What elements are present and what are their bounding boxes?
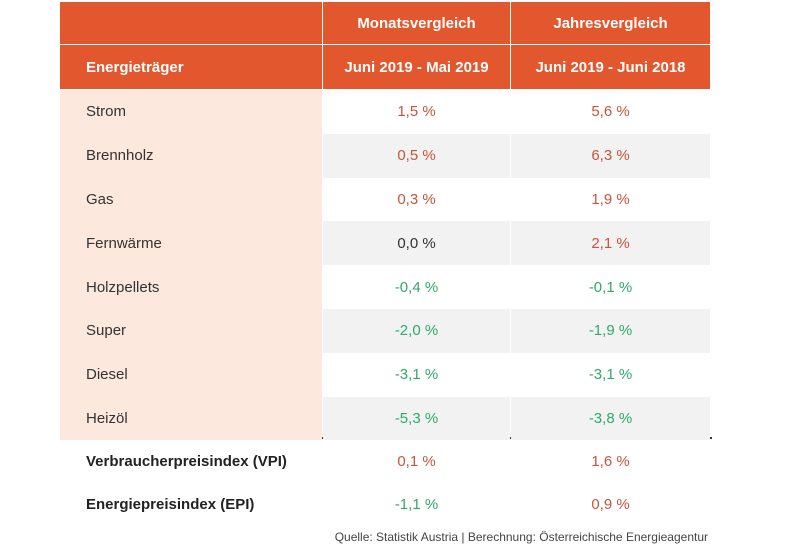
summary-value: 0,9 % [591,496,630,513]
source-note: Quelle: Statistik Austria | Berechnung: … [334,530,708,544]
summary-label: Energiepreisindex (EPI) [86,496,255,513]
value-cell: -0,1 % [511,265,710,309]
value-cell: 2,1 % [511,221,710,266]
summary-value: 0,1 % [397,453,436,470]
summary-value: -1,1 % [394,496,439,513]
value-cell: -1,9 % [511,309,710,353]
column-header: Juni 2019 - Mai 2019 [323,45,510,89]
value-cell: 0,3 % [323,177,510,222]
value-cell: 1,9 % [511,177,710,222]
value-cell: 6,3 % [511,133,710,178]
summary-label: Verbraucherpreisindex (VPI) [86,453,287,470]
row-label: Gas [60,177,322,222]
group-header: Monatsvergleich [323,2,510,44]
row-label: Diesel [60,352,322,397]
value-cell: -3,1 % [323,352,510,397]
column-header: Juni 2019 - Juni 2018 [511,45,710,89]
row-label: Fernwärme [60,221,322,266]
value-cell: 0,5 % [323,133,510,178]
value-cell: -0,4 % [323,265,510,309]
value-cell: 1,5 % [323,90,510,134]
group-header: Jahresvergleich [511,2,710,44]
row-label: Brennholz [60,133,322,178]
row-label: Strom [60,90,322,134]
value-cell: -3,1 % [511,352,710,397]
value-cell: 5,6 % [511,90,710,134]
column-header: Energieträger [60,45,322,89]
summary-value: 1,6 % [591,453,630,470]
row-label: Heizöl [60,396,322,441]
row-label: Super [60,309,322,353]
value-cell: -5,3 % [323,396,510,441]
value-cell: 0,0 % [323,221,510,266]
value-cell: -3,8 % [511,396,710,441]
row-label: Holzpellets [60,265,322,309]
value-cell: -2,0 % [323,309,510,353]
header-blank [60,2,322,44]
